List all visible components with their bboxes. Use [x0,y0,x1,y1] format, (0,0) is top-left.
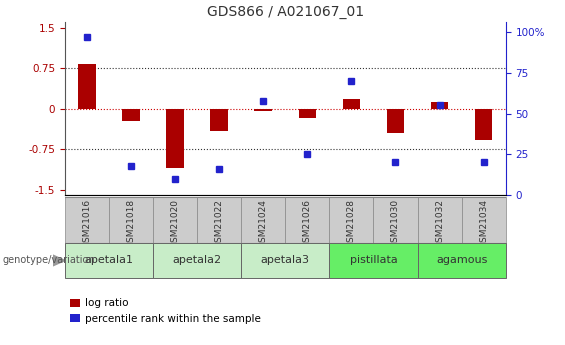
Bar [166,109,184,168]
Bar [153,197,197,243]
Text: GSM21032: GSM21032 [435,199,444,248]
Bar [109,197,153,243]
Bar [431,102,449,109]
Bar [329,243,418,278]
Text: GSM21022: GSM21022 [215,199,224,248]
Text: apetala2: apetala2 [173,256,221,265]
Bar [153,243,241,278]
Text: GSM21024: GSM21024 [259,199,268,248]
Bar [122,109,140,120]
Bar [78,65,96,109]
Text: apetala3: apetala3 [261,256,310,265]
Title: GDS866 / A021067_01: GDS866 / A021067_01 [207,4,364,19]
Bar [210,109,228,131]
Bar [65,197,109,243]
Bar [329,197,373,243]
Text: agamous: agamous [436,256,487,265]
Bar [342,99,360,109]
Bar [298,109,316,118]
Bar [475,109,493,140]
Bar [254,109,272,111]
Bar [373,197,418,243]
Text: GSM21016: GSM21016 [82,199,92,248]
Text: genotype/variation: genotype/variation [3,256,95,265]
Text: GSM21026: GSM21026 [303,199,312,248]
Bar [386,109,405,133]
Bar [241,243,329,278]
Text: GSM21018: GSM21018 [127,199,136,248]
Text: GSM21020: GSM21020 [171,199,180,248]
Polygon shape [53,255,65,266]
Bar [418,197,462,243]
Bar [462,197,506,243]
Text: GSM21034: GSM21034 [479,199,488,248]
Text: GSM21028: GSM21028 [347,199,356,248]
Text: apetala1: apetala1 [85,256,133,265]
Bar [197,197,241,243]
Legend: log ratio, percentile rank within the sample: log ratio, percentile rank within the sa… [70,298,260,324]
Text: pistillata: pistillata [350,256,397,265]
Bar [65,243,153,278]
Bar [418,243,506,278]
Bar [241,197,285,243]
Text: GSM21030: GSM21030 [391,199,400,248]
Bar [285,197,329,243]
